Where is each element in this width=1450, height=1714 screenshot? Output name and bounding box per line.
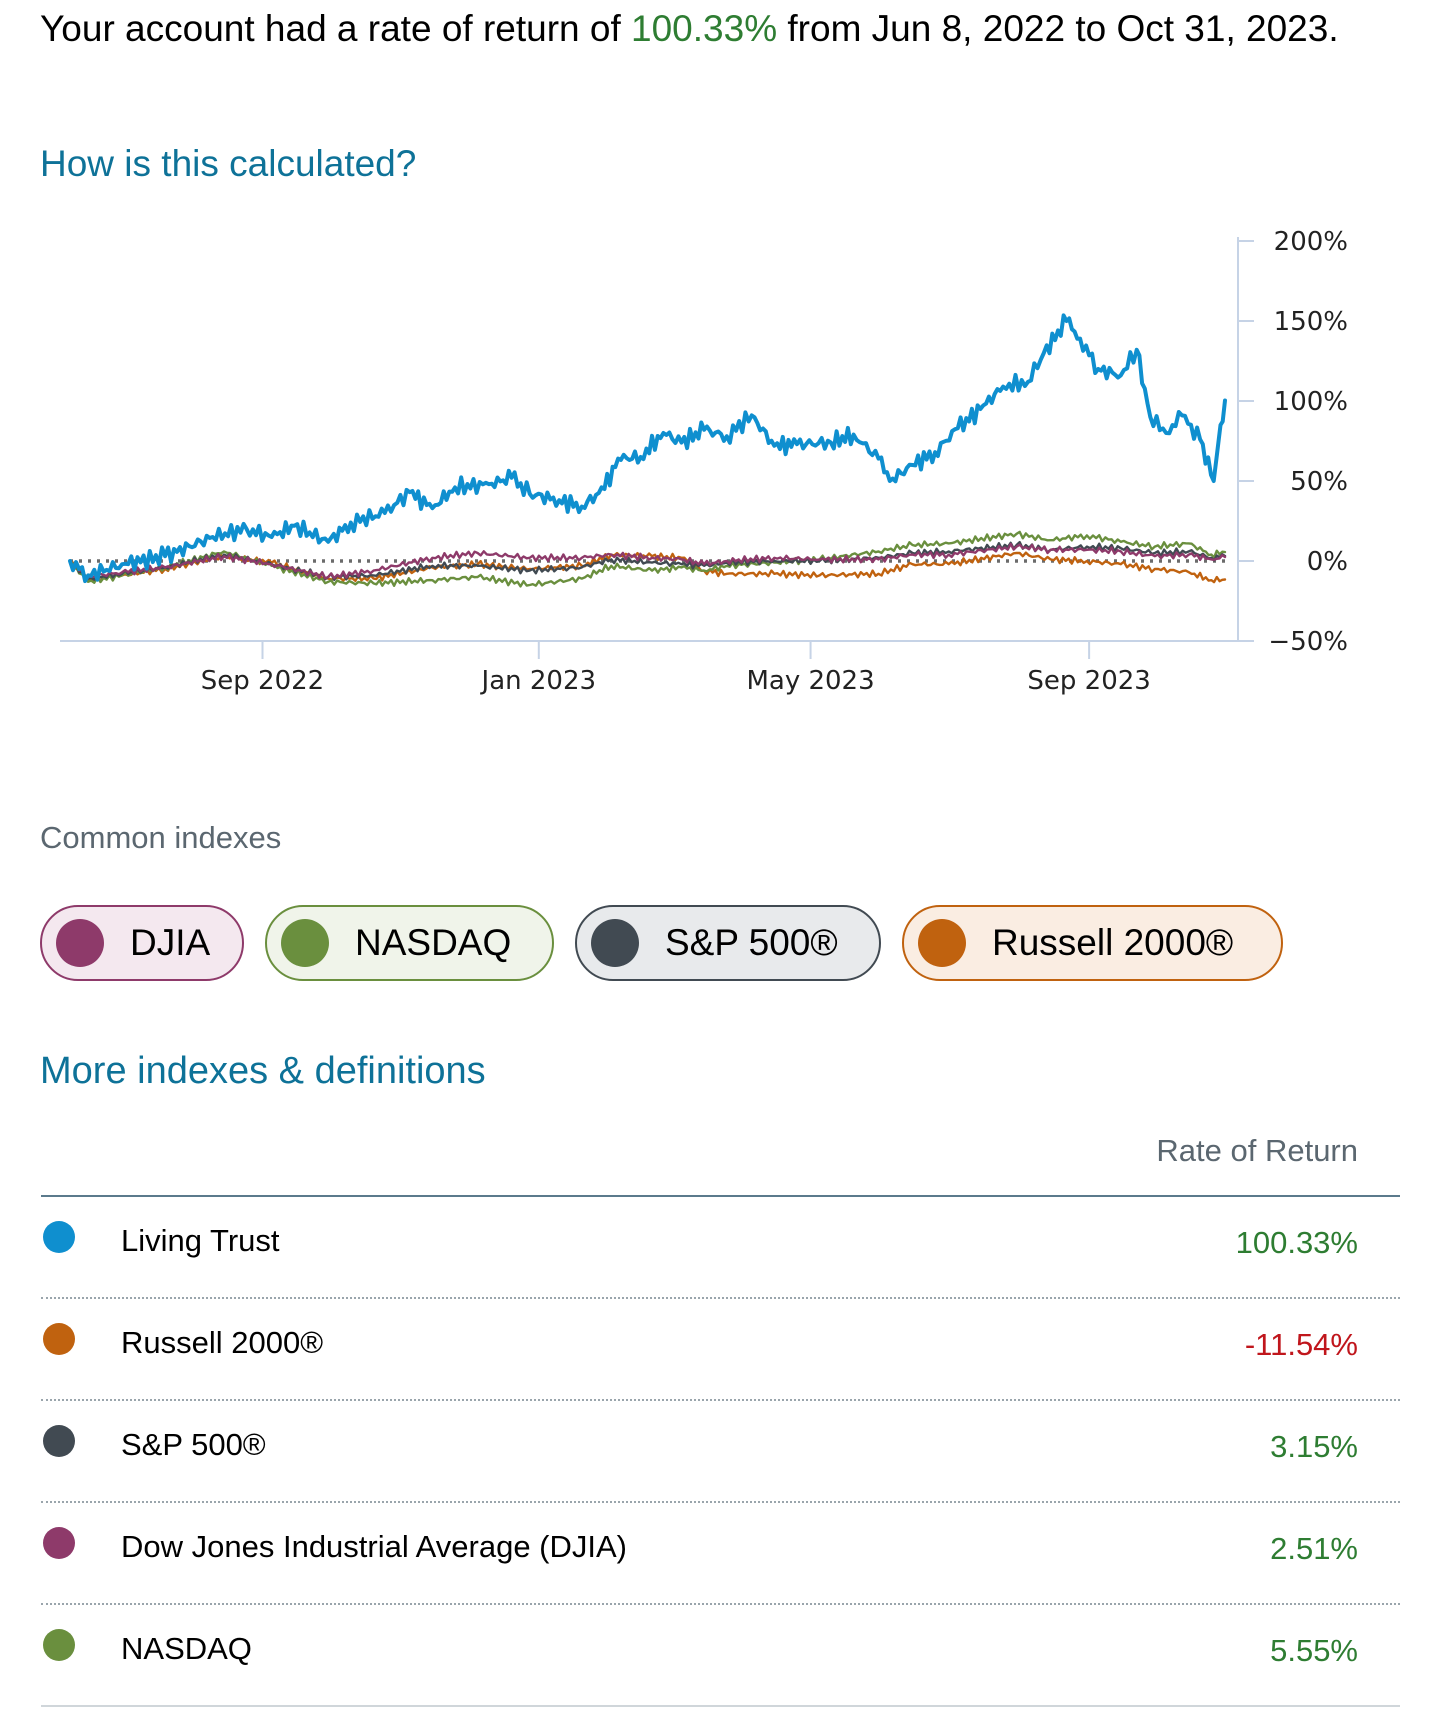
russell2000-chip-label: Russell 2000® xyxy=(992,922,1234,963)
return-summary: Your account had a rate of return of 100… xyxy=(40,0,1400,58)
sp500-dot-icon xyxy=(43,1425,75,1457)
nasdaq-chip[interactable]: NASDAQ xyxy=(265,905,554,981)
nasdaq-dot-icon xyxy=(281,919,329,967)
table-row: Living Trust 100.33% xyxy=(41,1197,1400,1299)
table-row: NASDAQ 5.55% xyxy=(41,1605,1400,1707)
living-trust-dot-icon xyxy=(43,1221,75,1253)
y-tick-label: −50% xyxy=(1268,627,1348,657)
rate-of-return-header: Rate of Return xyxy=(1156,1133,1358,1168)
sp500-chip-label: S&P 500® xyxy=(665,922,838,963)
row-divider xyxy=(41,1501,1400,1503)
djia-chip[interactable]: DJIA xyxy=(40,905,244,981)
row-divider xyxy=(41,1399,1400,1401)
series-line-living-trust xyxy=(68,313,1227,584)
table-row: S&P 500® 3.15% xyxy=(41,1401,1400,1503)
y-tick-label: 50% xyxy=(1290,467,1348,497)
row-divider xyxy=(41,1603,1400,1605)
y-tick-label: 100% xyxy=(1274,387,1348,417)
x-tick-label: Sep 2022 xyxy=(201,666,324,696)
y-tick-label: 150% xyxy=(1274,307,1348,337)
series-line-russell-2000 xyxy=(68,551,1227,584)
how-calculated-link[interactable]: How is this calculated? xyxy=(40,143,417,184)
x-tick-label: May 2023 xyxy=(746,666,874,696)
row-value: -11.54% xyxy=(1244,1327,1358,1362)
table-header-rule xyxy=(41,1195,1400,1197)
sp500-chip[interactable]: S&P 500® xyxy=(575,905,881,981)
performance-chart: −50% 0% 50% 100% 150% 200% Sep 2022 Jan 2023 May… xyxy=(60,227,1348,696)
row-divider xyxy=(41,1297,1400,1299)
row-name: Living Trust xyxy=(121,1223,280,1258)
row-name: NASDAQ xyxy=(121,1631,252,1666)
nasdaq-dot-icon xyxy=(43,1629,75,1661)
djia-dot-icon xyxy=(56,919,104,967)
series-line-dow-jones-industrial-average-djia xyxy=(68,542,1227,580)
chart-tick-labels: −50% 0% 50% 100% 150% 200% Sep 2022 Jan 2023 May… xyxy=(201,227,1348,696)
russell2000-chip[interactable]: Russell 2000® xyxy=(902,905,1283,981)
chart-series xyxy=(68,313,1227,588)
summary-suffix: from Jun 8, 2022 to Oct 31, 2023. xyxy=(777,8,1339,49)
row-divider xyxy=(41,1705,1400,1707)
common-indexes-heading: Common indexes xyxy=(40,820,282,855)
x-tick-label: Sep 2023 xyxy=(1027,666,1150,696)
row-value: 5.55% xyxy=(1270,1633,1358,1668)
index-chips: DJIA NASDAQ S&P 500® Russell 2000® xyxy=(40,905,1420,987)
x-tick-label: Jan 2023 xyxy=(480,666,597,696)
table-row: Dow Jones Industrial Average (DJIA) 2.51… xyxy=(41,1503,1400,1605)
russell2000-dot-icon xyxy=(918,919,966,967)
djia-dot-icon xyxy=(43,1527,75,1559)
row-value: 3.15% xyxy=(1270,1429,1358,1464)
table-row: Russell 2000® -11.54% xyxy=(41,1299,1400,1401)
summary-prefix: Your account had a rate of return of xyxy=(40,8,632,49)
y-tick-label: 200% xyxy=(1274,227,1348,257)
row-value: 2.51% xyxy=(1270,1531,1358,1566)
chart-axes xyxy=(60,237,1254,659)
row-name: Dow Jones Industrial Average (DJIA) xyxy=(121,1529,627,1564)
row-name: Russell 2000® xyxy=(121,1325,324,1360)
nasdaq-chip-label: NASDAQ xyxy=(355,922,512,963)
row-value: 100.33% xyxy=(1235,1225,1358,1260)
sp500-dot-icon xyxy=(591,919,639,967)
more-indexes-link[interactable]: More indexes & definitions xyxy=(40,1050,486,1092)
y-tick-label: 0% xyxy=(1307,547,1348,577)
row-name: S&P 500® xyxy=(121,1427,266,1462)
summary-rate: 100.33% xyxy=(631,8,778,49)
russell2000-dot-icon xyxy=(43,1323,75,1355)
djia-chip-label: DJIA xyxy=(130,922,211,963)
